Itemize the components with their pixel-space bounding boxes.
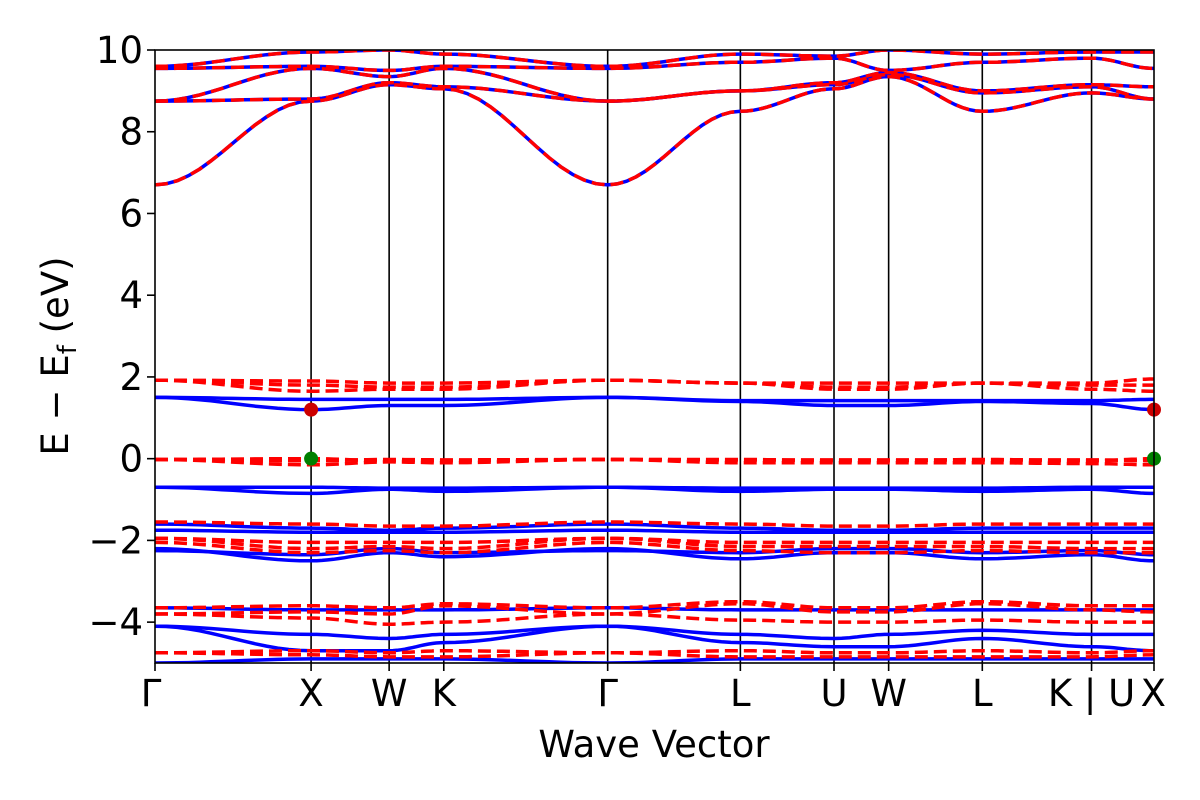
- spin-down-band: [155, 536, 1154, 551]
- bands-layer: [155, 50, 1154, 663]
- spin-up-band: [155, 528, 1154, 534]
- spin-down-band: [155, 540, 1154, 555]
- spin-down-band: [155, 536, 1154, 545]
- x-tick-label: W: [870, 672, 907, 715]
- x-tick-label: X: [1141, 672, 1166, 715]
- vbm-marker: [304, 451, 319, 466]
- y-tick-label: 4: [119, 274, 143, 317]
- x-tick-label: Γ: [597, 672, 618, 715]
- spin-down-band: [155, 378, 1154, 393]
- spin-up-band: [155, 522, 1154, 532]
- extrema-markers: [304, 402, 1161, 466]
- spin-down-band: [155, 457, 1154, 463]
- x-tick-label: U: [820, 672, 847, 715]
- cbm-marker: [304, 402, 319, 417]
- y-axis-title-subscript: f: [53, 344, 83, 354]
- spin-up-band: [155, 624, 1154, 653]
- x-tick-label: K | U: [1048, 672, 1135, 715]
- spin-up-band: [155, 624, 1154, 641]
- spin-down-band: [155, 601, 1154, 616]
- y-axis-title-main: E − E: [34, 354, 77, 455]
- y-tick-label: 10: [96, 29, 143, 72]
- y-axis-title: E − Ef (eV): [34, 256, 83, 455]
- plot-frame: [154, 49, 1155, 664]
- y-axis-ticks: −4 −2 0 2 4 6 8 10: [88, 29, 155, 644]
- spin-up-band: [155, 485, 1154, 496]
- x-tick-label: X: [298, 672, 323, 715]
- x-tick-label: L: [730, 672, 751, 715]
- x-tick-label: Γ: [141, 672, 162, 715]
- y-tick-label: −2: [88, 519, 143, 562]
- spin-down-band: [155, 50, 1154, 69]
- y-tick-label: 8: [119, 111, 143, 154]
- spin-down-band: [155, 72, 1154, 103]
- spin-up-band: [155, 485, 1154, 490]
- x-tick-label: L: [972, 672, 993, 715]
- spin-down-band: [155, 651, 1154, 659]
- kpoint-gridlines: [310, 50, 1093, 663]
- spin-up-band: [155, 546, 1154, 563]
- spin-down-band: [155, 74, 1154, 187]
- spin-up-band: [155, 657, 1154, 663]
- y-axis-title-unit: (eV): [34, 256, 77, 345]
- spin-down-band: [155, 648, 1154, 655]
- spin-up-band: [155, 66, 1154, 103]
- x-tick-label: W: [371, 672, 408, 715]
- spin-down-band: [155, 612, 1154, 626]
- x-tick-label: K: [432, 672, 458, 715]
- spin-down-band: [155, 457, 1154, 467]
- spin-up-band: [155, 546, 1154, 557]
- y-tick-label: 0: [119, 438, 143, 481]
- spin-down-band: [155, 56, 1154, 73]
- x-axis-title: Wave Vector: [538, 723, 770, 766]
- y-tick-label: 6: [119, 192, 143, 235]
- spin-down-band: [155, 520, 1154, 528]
- spin-up-band: [155, 606, 1154, 612]
- y-tick-label: −4: [88, 601, 143, 644]
- spin-up-band: [155, 395, 1154, 403]
- spin-down-band: [155, 66, 1154, 103]
- y-tick-label: 2: [119, 356, 143, 399]
- spin-down-band: [155, 599, 1154, 610]
